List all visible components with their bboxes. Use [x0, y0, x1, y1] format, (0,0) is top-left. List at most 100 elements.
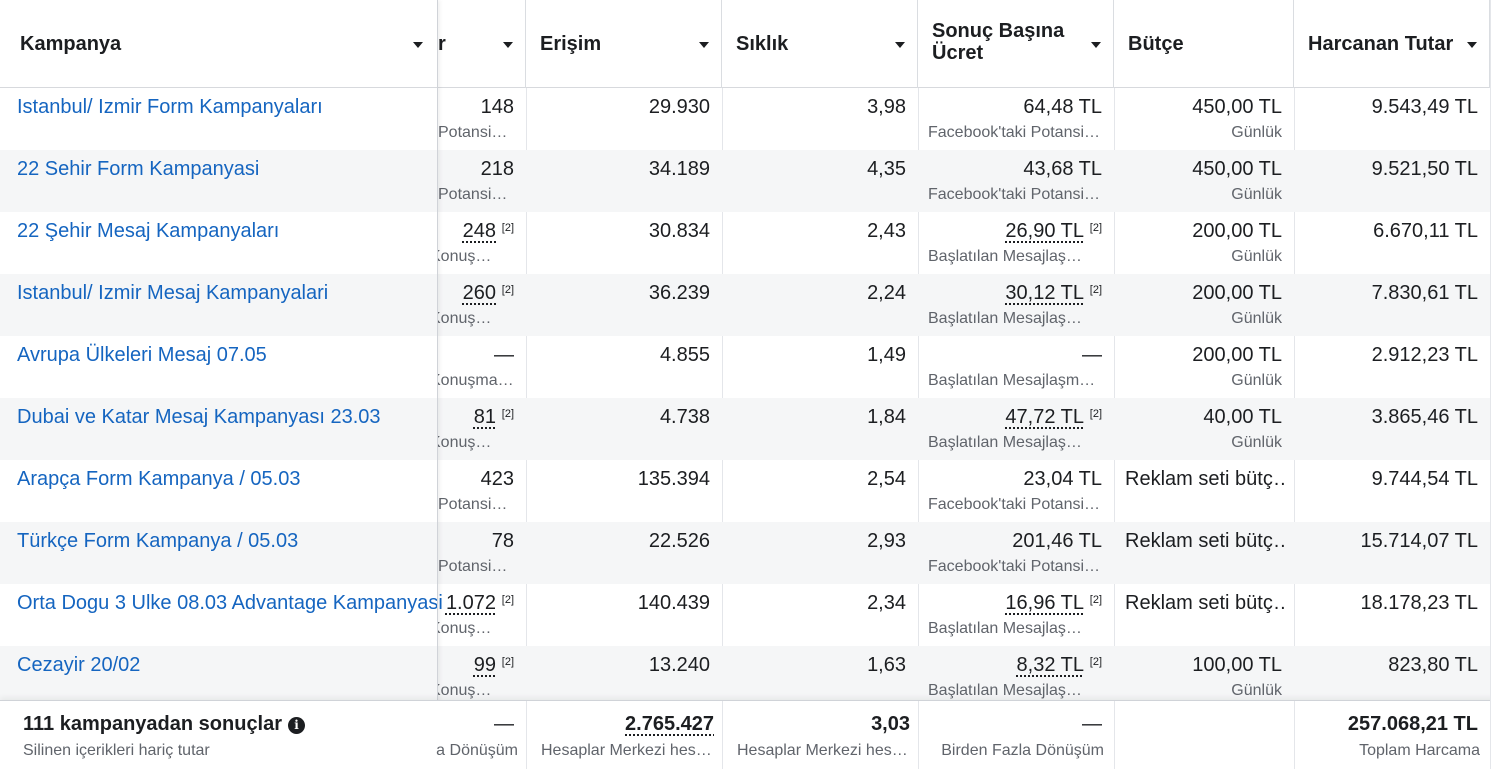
results-subtext: Konuş…	[438, 434, 492, 451]
col-header-kampanya[interactable]: Kampanya	[0, 0, 438, 88]
results-value[interactable]: 260	[462, 282, 496, 304]
cell-campaign: Cezayir 20/02	[0, 646, 438, 708]
cell-erisim: 135.394	[526, 460, 722, 522]
cell-campaign: Istanbul/ Izmir Mesaj Kampanyalari	[0, 274, 438, 336]
cpr-subtext: Facebook'taki Potansi…	[928, 186, 1101, 203]
table-row[interactable]: 22 Şehir Mesaj Kampanyaları 248 [2] Konuş… 3…	[0, 212, 1500, 274]
table-row[interactable]: Arapça Form Kampanya / 05.03 423 i Potansi…	[0, 460, 1500, 522]
cpr-footnote: [2]	[1089, 656, 1102, 668]
cpr-value[interactable]: 30,12 TL	[1005, 282, 1084, 304]
campaign-link[interactable]: Avrupa Ülkeleri Mesaj 07.05	[17, 344, 267, 366]
siklik-value: 1,84	[867, 406, 906, 428]
cell-cpr: 47,72 TL [2] Başlatılan Mesajlaş…	[918, 398, 1114, 460]
campaign-link[interactable]: Istanbul/ Izmir Form Kampanyaları	[17, 96, 323, 118]
table-row[interactable]: Cezayir 20/02 99 [2] Konuş… 13.240 1,63 8,32 T…	[0, 646, 1500, 708]
cpr-footnote: [2]	[1089, 594, 1102, 606]
cell-butce: Reklam seti bütç…	[1114, 584, 1294, 646]
results-subtext: i Potansi…	[438, 496, 508, 513]
cell-campaign: Türkçe Form Kampanya / 05.03	[0, 522, 438, 584]
budget-subtext: Günlük	[1231, 186, 1282, 203]
cpr-value[interactable]: 16,96 TL	[1005, 592, 1084, 614]
caret-down-icon[interactable]	[699, 42, 709, 48]
summary-cpr: — Birden Fazla Dönüşüm	[918, 701, 1114, 769]
cpr-value[interactable]: 47,72 TL	[1005, 406, 1084, 428]
cell-butce: 200,00 TL Günlük	[1114, 212, 1294, 274]
results-value[interactable]: 81	[473, 406, 496, 428]
campaign-link[interactable]: Istanbul/ Izmir Mesaj Kampanyalari	[17, 282, 329, 304]
spent-value: 3.865,46 TL	[1371, 406, 1478, 428]
cell-spent: 7.830,61 TL	[1294, 274, 1490, 336]
results-value[interactable]: 1.072	[445, 592, 496, 614]
vertical-scrollbar[interactable]	[1490, 0, 1500, 769]
col-header-sonuc-basina-ucret[interactable]: Sonuç Başına Ücret	[918, 0, 1114, 88]
col-header-erisim[interactable]: Erişim	[526, 0, 722, 88]
caret-down-icon[interactable]	[1091, 42, 1101, 48]
cpr-subtext: Başlatılan Mesajlaşma…	[928, 372, 1103, 389]
cell-siklik: 2,54	[722, 460, 918, 522]
cpr-value[interactable]: 26,90 TL	[1005, 220, 1084, 242]
summary-cpr-value: —	[1082, 713, 1102, 735]
summary-spent-value: 257.068,21 TL	[1347, 713, 1478, 735]
campaign-link[interactable]: Dubai ve Katar Mesaj Kampanyası 23.03	[17, 406, 381, 428]
results-subtext: Konuş…	[438, 310, 492, 327]
campaign-link[interactable]: Orta Dogu 3 Ulke 08.03 Advantage Kampany…	[17, 592, 443, 614]
erisim-value: 13.240	[648, 654, 710, 676]
cell-erisim: 22.526	[526, 522, 722, 584]
caret-down-icon[interactable]	[1467, 42, 1477, 48]
col-header-results[interactable]: r	[438, 0, 526, 88]
campaign-link[interactable]: Arapça Form Kampanya / 05.03	[17, 468, 301, 490]
cell-butce: Reklam seti bütç…	[1114, 460, 1294, 522]
summary-siklik: 3,03 Hesaplar Merkezi hes…	[722, 701, 918, 769]
campaign-link[interactable]: Cezayir 20/02	[17, 654, 141, 676]
col-header-harcanan-tutar[interactable]: Harcanan Tutar	[1294, 0, 1490, 88]
cpr-footnote: [2]	[1089, 408, 1102, 420]
cell-spent: 823,80 TL	[1294, 646, 1490, 708]
campaign-link[interactable]: Türkçe Form Kampanya / 05.03	[17, 530, 299, 552]
caret-down-icon[interactable]	[413, 42, 423, 48]
cell-erisim: 30.834	[526, 212, 722, 274]
table-row[interactable]: Avrupa Ülkeleri Mesaj 07.05 — Konuşma… 4.85…	[0, 336, 1500, 398]
summary-erisim-note: Hesaplar Merkezi hes…	[541, 742, 711, 759]
spent-value: 823,80 TL	[1388, 654, 1478, 676]
table-row[interactable]: Istanbul/ Izmir Form Kampanyaları 148 i Po…	[0, 88, 1500, 150]
cpr-value[interactable]: 8,32 TL	[1016, 654, 1084, 676]
results-subtext: Konuş…	[438, 248, 492, 265]
col-header-butce[interactable]: Bütçe	[1114, 0, 1294, 88]
cell-results: 260 [2] Konuş…	[438, 274, 526, 336]
spent-value: 9.521,50 TL	[1371, 158, 1478, 180]
budget-value: 200,00 TL	[1192, 220, 1282, 242]
table-row[interactable]: Dubai ve Katar Mesaj Kampanyası 23.03 81 […	[0, 398, 1500, 460]
budget-value: 200,00 TL	[1192, 282, 1282, 304]
budget-value: Reklam seti bütç…	[1125, 530, 1285, 552]
campaign-link[interactable]: 22 Sehir Form Kampanyasi	[17, 158, 260, 180]
col-label-harcanan-tutar: Harcanan Tutar	[1308, 33, 1454, 55]
summary-cpr-note: Birden Fazla Dönüşüm	[941, 742, 1104, 759]
cell-siklik: 2,43	[722, 212, 918, 274]
cpr-footnote: [2]	[1089, 222, 1102, 234]
col-header-siklik[interactable]: Sıklık	[722, 0, 918, 88]
cell-results: 99 [2] Konuş…	[438, 646, 526, 708]
siklik-value: 2,43	[867, 220, 906, 242]
table-row[interactable]: 22 Sehir Form Kampanyasi 218 i Potansi… 34.…	[0, 150, 1500, 212]
table-row[interactable]: Türkçe Form Kampanya / 05.03 78 i Potansi……	[0, 522, 1500, 584]
budget-value: Reklam seti bütç…	[1125, 592, 1285, 614]
cell-erisim: 13.240	[526, 646, 722, 708]
erisim-value: 30.834	[648, 220, 710, 242]
spent-value: 6.670,11 TL	[1373, 220, 1478, 242]
cell-butce: 200,00 TL Günlük	[1114, 274, 1294, 336]
budget-subtext: Günlük	[1231, 124, 1282, 141]
cell-spent: 9.521,50 TL	[1294, 150, 1490, 212]
summary-erisim-value[interactable]: 2.765.427	[625, 713, 714, 735]
caret-down-icon[interactable]	[895, 42, 905, 48]
table-row[interactable]: Orta Dogu 3 Ulke 08.03 Advantage Kampany…	[0, 584, 1500, 646]
cell-results: 248 [2] Konuş…	[438, 212, 526, 274]
info-icon[interactable]: i	[288, 717, 306, 734]
results-footnote: [2]	[501, 594, 514, 606]
results-value[interactable]: 248	[462, 220, 496, 242]
cell-siklik: 2,24	[722, 274, 918, 336]
caret-down-icon[interactable]	[503, 42, 513, 48]
results-value[interactable]: 99	[473, 654, 496, 676]
cpr-subtext: Başlatılan Mesajlaş…	[928, 620, 1082, 637]
campaign-link[interactable]: 22 Şehir Mesaj Kampanyaları	[17, 220, 280, 242]
table-row[interactable]: Istanbul/ Izmir Mesaj Kampanyalari 260 [2]…	[0, 274, 1500, 336]
